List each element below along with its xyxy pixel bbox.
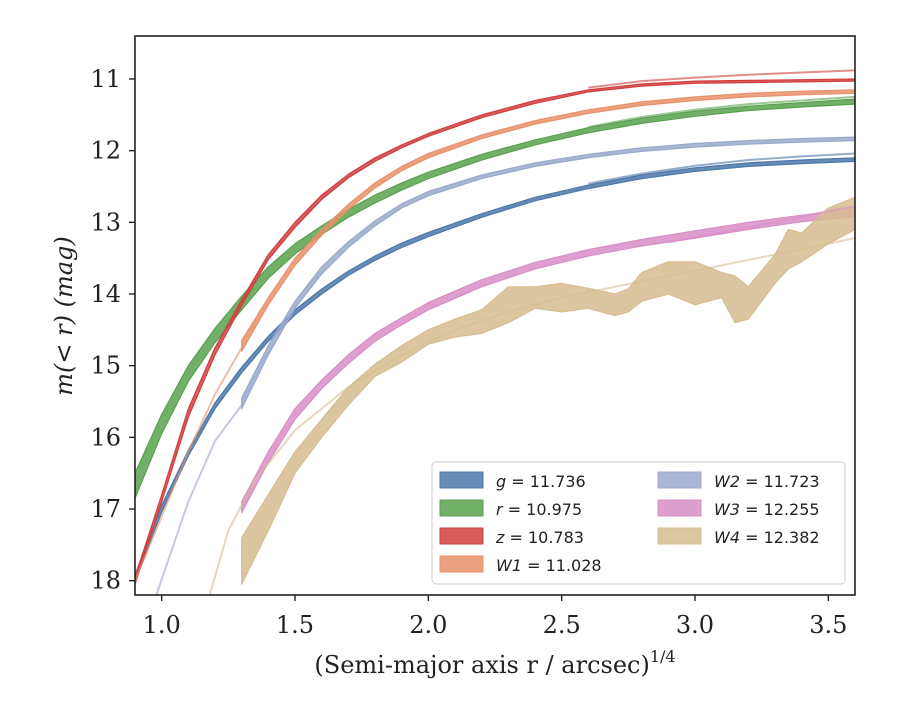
legend-label-w4: W4 = 12.382: [714, 528, 820, 547]
aux-lines-layer: [135, 69, 855, 595]
x-tick-label: 1.5: [276, 611, 314, 639]
y-tick-label: 17: [90, 495, 121, 523]
legend-label-r: r = 10.975: [496, 500, 582, 519]
legend-swatch-g: [439, 471, 484, 489]
x-axis-label-main: (Semi-major axis r / arcsec): [314, 651, 649, 679]
aux-line-w2: [155, 404, 243, 595]
legend-swatch-z: [439, 527, 484, 545]
x-axis-label: (Semi-major axis r / arcsec)1/4: [314, 647, 675, 679]
band-w2: [241, 136, 855, 410]
axes-frame: [134, 35, 856, 596]
legend-label-w3: W3 = 12.255: [714, 500, 820, 519]
legend-swatch-w2: [657, 471, 702, 489]
band-z: [135, 78, 855, 585]
legend-frame: [431, 461, 846, 585]
y-tick-label: 16: [90, 423, 121, 451]
y-tick-label: 13: [90, 208, 121, 236]
aux-line-g: [588, 152, 855, 185]
x-tick-label: 2.0: [409, 611, 447, 639]
band-r: [135, 98, 855, 499]
bands-layer: [135, 78, 855, 585]
legend-swatch-w4: [657, 527, 702, 545]
band-w1: [241, 89, 855, 352]
x-tick-label: 2.5: [543, 611, 581, 639]
aux-line-w4: [208, 237, 855, 595]
band-w3: [241, 208, 855, 514]
aux-line-r: [588, 95, 855, 128]
legend-label-g: g = 11.736: [496, 472, 586, 491]
x-tick-label: 3.5: [809, 611, 847, 639]
y-tick-label: 15: [90, 352, 121, 380]
y-tick-label: 11: [90, 65, 121, 93]
legend-label-w1: W1 = 11.028: [496, 556, 602, 575]
legend: g = 11.736 r = 10.975 z = 10.783 W1 = 11.02…: [431, 461, 846, 585]
band-w4: [241, 196, 855, 585]
aux-line-z: [588, 69, 855, 89]
x-axis-label-exponent: 1/4: [650, 647, 676, 666]
y-tick-label: 12: [90, 137, 121, 165]
legend-entries: g = 11.736 r = 10.975 z = 10.783 W1 = 11.02…: [439, 471, 820, 575]
x-axis-ticks: 1.0 1.5 2.0 2.5 3.0 3.5: [143, 595, 847, 639]
aux-line-w3: [668, 205, 855, 244]
y-axis-label: m(< r) (mag): [50, 236, 78, 395]
legend-swatch-r: [439, 499, 484, 517]
y-tick-label: 14: [90, 280, 121, 308]
legend-label-z: z = 10.783: [495, 528, 584, 547]
y-tick-label: 18: [90, 567, 121, 595]
aux-line-w1: [135, 347, 243, 582]
legend-swatch-w1: [439, 555, 484, 573]
x-tick-label: 3.0: [676, 611, 714, 639]
legend-label-w2: W2 = 11.723: [714, 472, 820, 491]
y-axis-ticks: 11 12 13 14 15 16 17 18: [90, 65, 135, 595]
legend-swatch-w3: [657, 499, 702, 517]
x-tick-label: 1.0: [143, 611, 181, 639]
